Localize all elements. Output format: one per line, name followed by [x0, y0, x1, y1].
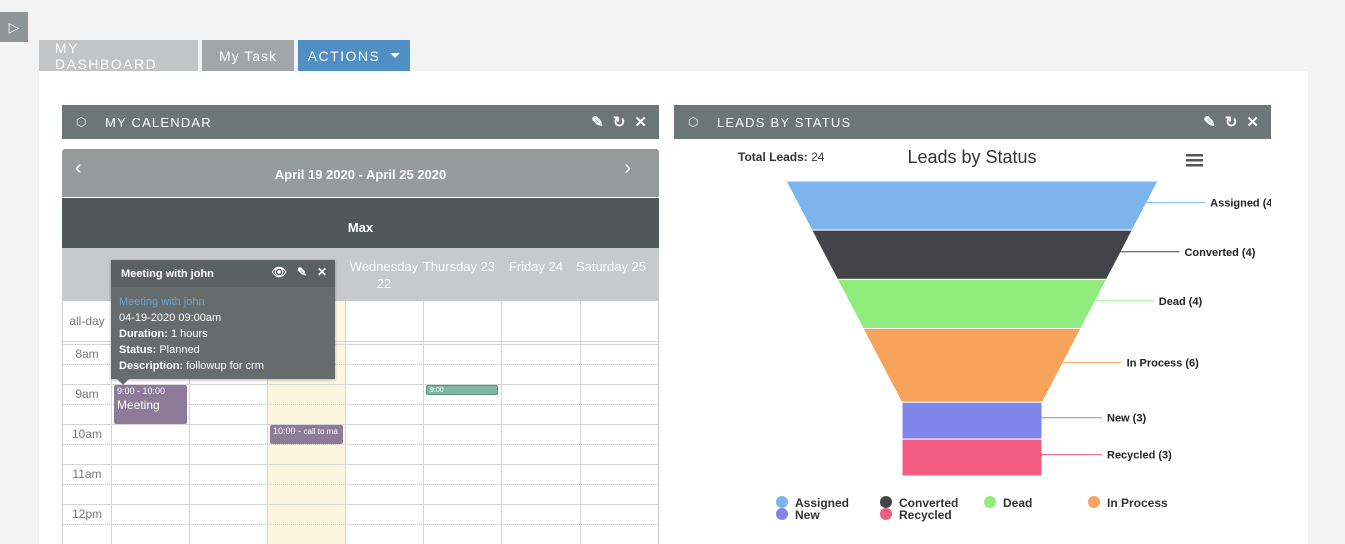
cube-icon: ⬡ [688, 115, 699, 129]
funnel-segment [900, 401, 1044, 440]
caret-down-icon [390, 53, 401, 58]
popup-event-link[interactable]: Meeting with john [119, 296, 205, 308]
event-time: 10:00 - [273, 426, 302, 436]
eye-icon[interactable]: 👁 [271, 265, 287, 279]
data-label: Dead (4) [1159, 296, 1203, 308]
event-time: 9:00 [430, 387, 444, 394]
event-time: 9:00 - 10:00 [117, 386, 166, 396]
event-popup: Meeting with john 👁 ✎ ✕ Meeting with joh… [111, 260, 335, 385]
time-label: 12pm [71, 507, 103, 521]
popup-status: Status: Planned [119, 344, 200, 356]
popup-header: Meeting with john 👁 ✎ ✕ [111, 260, 335, 287]
calendar-nav: ‹ April 19 2020 - April 25 2020 › [62, 149, 659, 197]
leads-dashlet-title: LEADS BY STATUS [717, 114, 852, 130]
calendar-event[interactable]: 9:00 [426, 385, 498, 395]
edit-icon[interactable]: ✎ [296, 265, 307, 279]
calendar-dashlet-tools: ✎ ↻ ✕ [591, 105, 647, 139]
refresh-icon[interactable]: ↻ [612, 114, 626, 131]
popup-datetime: 04-19-2020 09:00am [119, 312, 222, 324]
day-header: Saturday 25 [575, 259, 647, 274]
day-header: Friday 24 [508, 259, 564, 274]
time-label: 8am [75, 347, 99, 361]
time-label: all-day [69, 314, 105, 328]
edit-icon[interactable]: ✎ [1203, 114, 1216, 131]
funnel-segment [901, 438, 1043, 477]
close-icon[interactable]: ✕ [1246, 114, 1259, 131]
legend-marker [984, 496, 996, 508]
menu-icon [1186, 159, 1203, 162]
time-label: 11am [72, 467, 102, 481]
legend-item: Recycled [899, 508, 952, 522]
close-icon[interactable]: ✕ [316, 265, 327, 279]
legend-marker [776, 508, 788, 520]
dashboard-tabs: MY DASHBOARD My Task ACTIONS [39, 40, 410, 72]
event-title: Meeting [117, 398, 160, 412]
edit-icon[interactable]: ✎ [591, 114, 604, 131]
leads-funnel-chart: Total Leads: 24 Leads by Status Assigned (… [674, 139, 1271, 544]
tab-my-dashboard[interactable]: MY DASHBOARD [39, 40, 198, 72]
time-label: 10am [71, 427, 103, 441]
data-label: Assigned (4) [1210, 198, 1271, 210]
legend-marker [1088, 496, 1100, 508]
legend-item: Dead [1003, 496, 1032, 510]
sidebar-toggle-button[interactable]: ▷ [0, 12, 28, 42]
calendar-dashlet-header: ⬡ MY CALENDAR ✎ ↻ ✕ [62, 105, 659, 139]
leads-dashlet-tools: ✎ ↻ ✕ [1203, 105, 1259, 139]
data-label: Recycled (3) [1107, 450, 1172, 462]
menu-icon [1186, 164, 1203, 167]
chart-title: Leads by Status [907, 147, 1036, 167]
funnel-segment [785, 180, 1159, 231]
chevron-left-icon[interactable]: ‹ [75, 157, 82, 179]
legend-marker [880, 496, 892, 508]
funnel-svg: Total Leads: 24 Leads by Status Assigned (… [738, 147, 1271, 522]
legend-marker [776, 496, 788, 508]
calendar-event[interactable]: 9:00 - 10:00 Meeting [114, 385, 187, 424]
calendar-user: Max [62, 197, 659, 248]
actions-menu-button[interactable]: ACTIONS [298, 40, 410, 71]
actions-label: ACTIONS [307, 47, 381, 64]
calendar-dashlet-title: MY CALENDAR [105, 114, 212, 130]
event-title: call to ma [303, 427, 338, 436]
calendar-event[interactable]: 10:00 - call to ma [270, 425, 343, 444]
data-label: New (3) [1107, 413, 1146, 425]
data-label: In Process (6) [1127, 357, 1199, 369]
legend-item: Assigned [795, 496, 849, 510]
cube-icon: ⬡ [76, 115, 87, 129]
legend-item: Converted [899, 496, 958, 510]
day-header: Wednesday 22 [349, 259, 419, 291]
leads-dashlet-header: ⬡ LEADS BY STATUS ✎ ↻ ✕ [674, 105, 1271, 139]
funnel-segment [810, 229, 1134, 280]
refresh-icon[interactable]: ↻ [1224, 114, 1238, 131]
legend-item: In Process [1107, 496, 1168, 510]
calendar-range: April 19 2020 - April 25 2020 [274, 167, 447, 182]
legend-item: New [795, 508, 820, 522]
legend-marker [880, 508, 892, 520]
day-header: Thursday 23 [422, 259, 496, 274]
popup-duration: Duration: 1 hours [119, 328, 208, 340]
chevron-right-icon[interactable]: › [624, 157, 631, 179]
popup-title: Meeting with john [121, 267, 214, 280]
tab-my-task[interactable]: My Task [202, 40, 294, 71]
time-label: 9am [75, 387, 99, 401]
popup-description: Description: followup for crm [119, 360, 264, 372]
close-icon[interactable]: ✕ [634, 114, 647, 131]
data-label: Converted (4) [1184, 247, 1255, 259]
total-leads-label: Total Leads: 24 [738, 150, 825, 164]
funnel-segment [836, 278, 1108, 329]
funnel-segment [862, 328, 1082, 403]
menu-icon [1186, 154, 1203, 157]
